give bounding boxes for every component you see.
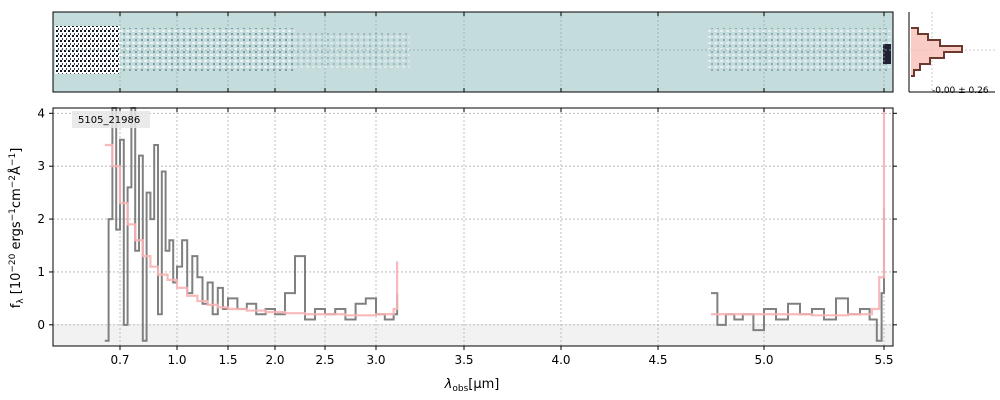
y-tick-label-0: 0	[37, 318, 45, 332]
zero-band	[53, 324, 893, 346]
x-tick-label-5.0: 5.0	[754, 353, 773, 367]
x-tick-label-1.5: 1.5	[218, 353, 237, 367]
plot-frame	[52, 107, 894, 347]
x-tick-label-2.0: 2.0	[265, 353, 284, 367]
plot-background	[53, 108, 893, 346]
spectrum-2d-edge	[883, 44, 891, 64]
x-tick-label-2.5: 2.5	[315, 353, 334, 367]
object-id-text: 5105_21986	[78, 115, 140, 126]
x-tick-label-5.5: 5.5	[874, 353, 893, 367]
y-part-e: ]	[9, 148, 24, 153]
x-tick-label-0.7: 0.7	[110, 353, 129, 367]
noise-histogram-panel: -0.00 ± 0.26	[908, 12, 995, 96]
x-axis-title: λobs[μm]	[444, 377, 500, 394]
x-axis-title-sub: obs	[452, 384, 468, 394]
spectrum-2d-panel	[52, 11, 894, 93]
spectrum-2d-faint-region	[295, 32, 410, 68]
x-tick-label-3.0: 3.0	[366, 353, 385, 367]
spectrum-1d-panel: 0.7 1.0 1.5 2.0 2.5 3.0 3.5 4.0 4.5 5.0 5.5 01234 …	[8, 106, 897, 394]
y-part-d: Å	[8, 166, 24, 175]
y-tick-label-1: 1	[37, 265, 45, 279]
series-1-segment-1	[711, 108, 886, 317]
y-axis-title: fλ [10−20 ergs−1cm−2Å−1]	[8, 148, 26, 309]
spectrum-2d-red-region	[708, 28, 891, 72]
y-tick-label-2: 2	[37, 212, 45, 226]
x-tick-label-4.0: 4.0	[551, 353, 570, 367]
histogram-outline	[911, 27, 963, 77]
spectrum-2d-grid	[53, 12, 893, 92]
y-tick-label-3: 3	[37, 159, 45, 173]
spectrum-2d-frame	[52, 11, 894, 93]
y-exp-2: −1	[8, 208, 18, 221]
x-axis-ticks: 0.7 1.0 1.5 2.0 2.5 3.0 3.5 4.0 4.5 5.0 5.5	[110, 108, 894, 367]
x-tick-label-4.5: 4.5	[648, 353, 667, 367]
y-exp-1: −20	[8, 253, 18, 272]
y-f: f	[9, 303, 24, 308]
series-1-segment-0	[104, 143, 399, 317]
x-tick-label-3.5: 3.5	[454, 353, 473, 367]
histogram-label: -0.00 ± 0.26	[932, 86, 989, 96]
y-axis-ticks: 0 1 2 3 4	[37, 106, 897, 332]
x-tick-label-1.0: 1.0	[167, 353, 186, 367]
y-exp-4: −1	[8, 153, 18, 166]
object-id-badge: 5105_21986	[72, 111, 150, 128]
y-sub-lambda: λ	[16, 298, 26, 304]
y-tick-label-4: 4	[37, 106, 45, 120]
y-part-c: cm	[9, 188, 24, 208]
y-part-a: [10	[9, 273, 24, 299]
series-layer	[104, 107, 886, 342]
y-exp-3: −2	[8, 175, 18, 188]
x-axis-title-lambda: λ	[444, 377, 453, 392]
x-axis-title-unit: [μm]	[468, 377, 499, 392]
y-part-b: ergs	[9, 221, 24, 253]
